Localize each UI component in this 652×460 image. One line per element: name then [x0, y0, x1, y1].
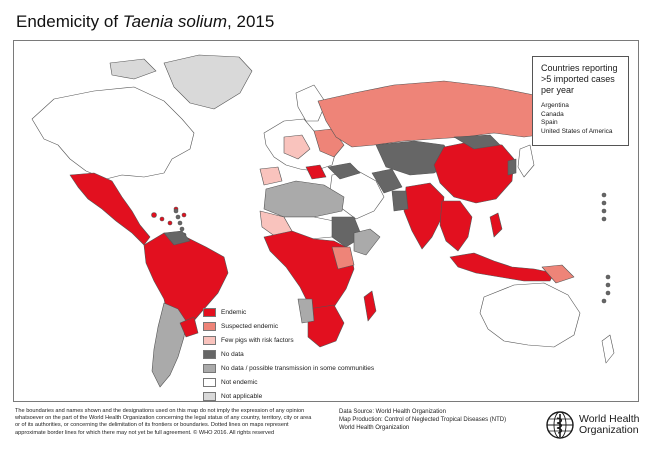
region-south-asia-nodata — [391, 190, 409, 212]
region-north-africa — [263, 180, 345, 218]
title-suffix: , 2015 — [227, 12, 275, 31]
region-madagascar — [363, 290, 377, 322]
region-mongolia — [453, 134, 501, 150]
region-guianas — [163, 230, 191, 246]
region-namibia — [297, 298, 315, 324]
legend-swatch — [203, 308, 216, 317]
legend-label: Few pigs with risk factors — [221, 337, 294, 344]
region-philippines — [489, 212, 503, 238]
who-logo: World Health Organization — [545, 410, 640, 440]
map-production: Map Production: Control of Neglected Tro… — [339, 417, 507, 423]
legend-item-no-data: No data — [203, 348, 373, 361]
region-central-africa — [263, 230, 355, 318]
region-southern-africa — [307, 304, 345, 348]
legend-label: Not endemic — [221, 379, 258, 386]
imported-country: United States of America — [541, 127, 613, 135]
region-greenland — [163, 54, 253, 110]
imported-country: Spain — [541, 119, 558, 126]
region-india — [403, 182, 445, 250]
region-korea — [507, 158, 517, 176]
legend-swatch — [203, 322, 216, 331]
legend-label: Suspected endemic — [221, 323, 279, 330]
legend-label: No data — [221, 351, 244, 358]
region-arctic-islands — [109, 58, 157, 80]
region-iberia — [259, 166, 283, 186]
region-balkans — [305, 164, 327, 180]
legend-item-not-endemic: Not endemic — [203, 376, 373, 389]
imported-country: Argentina — [541, 102, 569, 109]
region-scandinavia — [295, 84, 327, 122]
region-png — [541, 264, 575, 284]
region-china — [433, 140, 515, 204]
imported-cases-box: Countries reporting >5 imported cases pe… — [532, 56, 629, 146]
region-horn-africa — [353, 228, 381, 256]
region-turkey — [327, 162, 361, 180]
who-wordmark-line2: Organization — [579, 424, 639, 436]
legend-label: Endemic — [221, 309, 247, 316]
region-uruguay — [179, 316, 199, 338]
credits: Data Source: World Health Organization M… — [339, 408, 519, 432]
data-source: Data Source: World Health Organization — [339, 409, 446, 415]
region-small-islands — [173, 208, 187, 238]
legend-item-endemic: Endemic — [203, 306, 373, 319]
region-indonesia — [449, 252, 555, 282]
who-wordmark: World Health Organization — [579, 414, 640, 436]
legend-swatch — [203, 378, 216, 387]
who-wordmark-line1: World Health — [579, 413, 640, 425]
who-emblem-icon — [546, 411, 574, 439]
map-title: Endemicity of Taenia solium, 2015 — [16, 12, 274, 32]
region-mexico — [69, 172, 151, 246]
title-species: Taenia solium — [122, 12, 228, 31]
world-map-svg — [31, 54, 615, 388]
region-europe-fewpigs — [283, 134, 311, 160]
disclaimer-text: The boundaries and names shown and the d… — [15, 408, 312, 436]
legend-swatch — [203, 350, 216, 359]
legend-item-suspected: Suspected endemic — [203, 320, 373, 333]
title-prefix: Endemicity of — [16, 12, 123, 31]
region-pacific-islands — [601, 274, 611, 304]
region-pacific-islands-b — [601, 192, 607, 222]
region-east-africa-sus — [331, 246, 355, 270]
imported-cases-title: Countries reporting >5 imported cases pe… — [541, 63, 618, 95]
imported-country: Canada — [541, 110, 564, 118]
legend-swatch — [203, 392, 216, 401]
region-southeast-asia — [439, 200, 473, 252]
legend-swatch — [203, 336, 216, 345]
legend-item-possible-transmission: No data / possible transmission in some … — [203, 362, 375, 375]
legend-item-few-pigs: Few pigs with risk factors — [203, 334, 373, 347]
map-legend: Endemic Suspected endemic Few pigs with … — [203, 306, 375, 404]
legend-swatch — [203, 364, 216, 373]
region-north-america — [31, 86, 195, 180]
region-japan — [517, 144, 535, 178]
region-australia — [479, 282, 581, 348]
legend-label: No data / possible transmission in some … — [221, 365, 375, 372]
region-new-zealand — [601, 334, 615, 364]
legend-label: Not applicable — [221, 393, 263, 400]
organization-name: World Health Organization — [339, 425, 410, 431]
legend-item-not-applicable: Not applicable — [203, 390, 373, 403]
region-iran-area — [371, 168, 403, 194]
region-russia — [317, 80, 575, 148]
region-south-america-possible — [151, 302, 187, 388]
